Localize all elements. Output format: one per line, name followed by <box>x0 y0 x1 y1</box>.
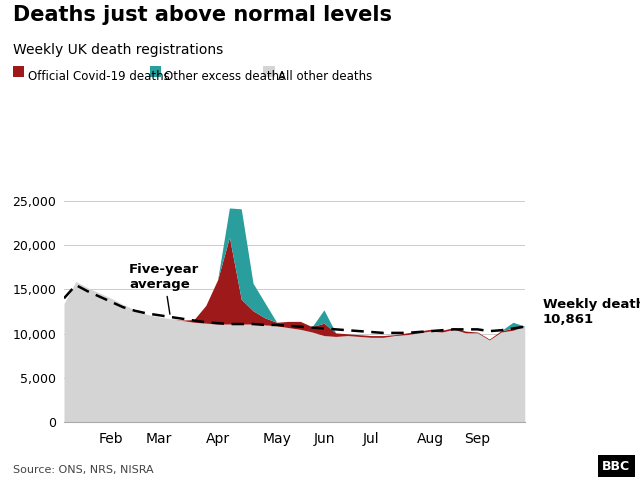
Text: Deaths just above normal levels: Deaths just above normal levels <box>13 5 392 25</box>
Text: Official Covid-19 deaths: Official Covid-19 deaths <box>28 70 169 83</box>
Text: Other excess deaths: Other excess deaths <box>164 70 285 83</box>
Text: Weekly UK death registrations: Weekly UK death registrations <box>13 43 223 57</box>
Text: Source: ONS, NRS, NISRA: Source: ONS, NRS, NISRA <box>13 465 154 475</box>
Text: Weekly deaths
10,861: Weekly deaths 10,861 <box>543 298 640 325</box>
Text: All other deaths: All other deaths <box>278 70 372 83</box>
Text: Five-year
average: Five-year average <box>129 263 199 314</box>
Text: BBC: BBC <box>602 460 630 473</box>
